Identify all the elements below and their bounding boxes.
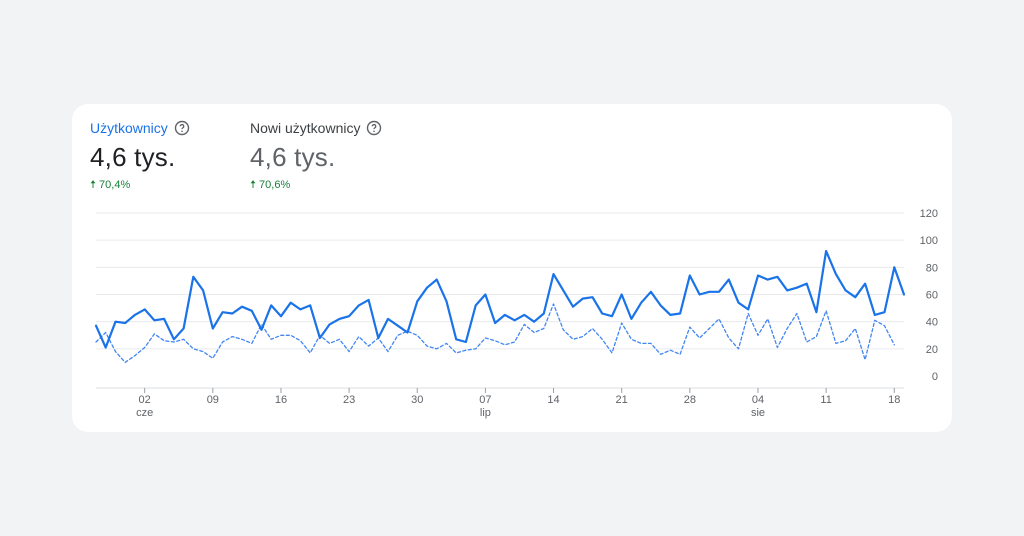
x-tick-label: 18 bbox=[888, 394, 900, 406]
x-tick-label: 11 bbox=[820, 394, 831, 406]
y-tick-label: 40 bbox=[926, 317, 938, 329]
metric-new-users-change-value: 70,6% bbox=[259, 179, 291, 191]
y-tick-label: 120 bbox=[920, 208, 938, 220]
y-tick-label: 80 bbox=[926, 262, 938, 274]
metric-new-users-value: 4,6 tys. bbox=[250, 142, 336, 172]
y-tick-label: 0 bbox=[932, 371, 938, 383]
metrics-card: Użytkownicy 4,6 tys. 🠅 70,4% Nowi użytko… bbox=[72, 104, 952, 432]
x-tick-label: 02 bbox=[139, 394, 151, 406]
metric-users-value: 4,6 tys. bbox=[90, 142, 176, 172]
metric-new-users-label[interactable]: Nowi użytkownicy bbox=[250, 120, 361, 136]
x-tick-label: 16 bbox=[275, 394, 287, 406]
metric-users-change-value: 70,4% bbox=[99, 179, 131, 191]
x-tick-sublabel: lip bbox=[480, 407, 491, 419]
x-tick-sublabel: sie bbox=[751, 407, 765, 419]
series-line-new-users bbox=[95, 303, 895, 364]
series-line-users bbox=[94, 249, 906, 349]
y-tick-label: 60 bbox=[926, 290, 938, 302]
metric-users[interactable]: Użytkownicy 4,6 tys. 🠅 70,4% bbox=[90, 118, 190, 191]
metric-new-users-change: 🠅 70,6% bbox=[250, 179, 382, 191]
y-tick-label: 20 bbox=[926, 344, 938, 356]
help-circle-icon[interactable] bbox=[174, 120, 190, 136]
x-tick-label: 14 bbox=[547, 394, 559, 406]
x-tick-sublabel: cze bbox=[136, 407, 153, 419]
metric-users-label[interactable]: Użytkownicy bbox=[90, 120, 168, 136]
arrow-up-icon: 🠅 bbox=[90, 178, 97, 191]
metric-users-change: 🠅 70,4% bbox=[90, 179, 190, 191]
metric-new-users[interactable]: Nowi użytkownicy 4,6 tys. 🠅 70,6% bbox=[250, 118, 382, 191]
x-tick-label: 30 bbox=[411, 394, 423, 406]
x-tick-label: 07 bbox=[479, 394, 491, 406]
x-tick-label: 21 bbox=[616, 394, 628, 406]
x-tick-label: 23 bbox=[343, 394, 355, 406]
x-tick-label: 04 bbox=[752, 394, 764, 406]
x-tick-label: 28 bbox=[684, 394, 696, 406]
x-tick-label: 09 bbox=[207, 394, 219, 406]
y-tick-label: 100 bbox=[920, 235, 938, 247]
help-circle-icon[interactable] bbox=[366, 120, 382, 136]
arrow-up-icon: 🠅 bbox=[250, 178, 257, 191]
